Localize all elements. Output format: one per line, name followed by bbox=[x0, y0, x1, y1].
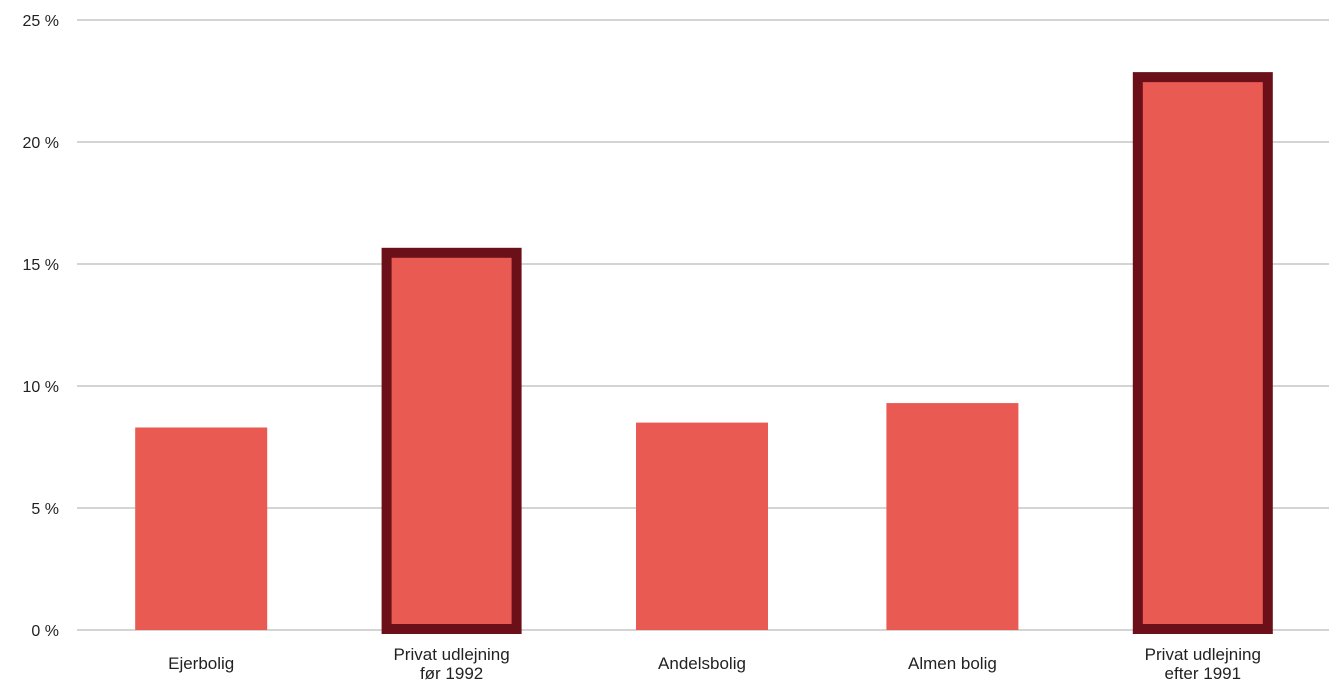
x-category-label: Almen bolig bbox=[908, 654, 997, 673]
x-category-label: Privat udlejning efter 1991 bbox=[1145, 645, 1261, 683]
bar bbox=[135, 427, 268, 630]
bars bbox=[135, 72, 1273, 635]
y-tick-label: 15 % bbox=[23, 257, 59, 274]
bar bbox=[636, 422, 768, 630]
x-category-label: Privat udlejning før 1992 bbox=[393, 645, 509, 683]
bar bbox=[886, 403, 1019, 630]
y-tick-label: 0 % bbox=[31, 623, 59, 640]
x-category-label-line: efter 1991 bbox=[1165, 664, 1242, 683]
x-category-label: Ejerbolig bbox=[168, 654, 234, 673]
x-category-label-line: før 1992 bbox=[420, 664, 483, 683]
bar bbox=[1142, 82, 1263, 625]
y-axis-ticks: 0 % 5 % 10 % 15 % 20 % 25 % bbox=[23, 13, 59, 640]
x-category-label-line: Privat udlejning bbox=[393, 645, 509, 664]
y-tick-label: 20 % bbox=[23, 135, 59, 152]
grid-lines bbox=[77, 19, 1329, 631]
x-category-label-line: Privat udlejning bbox=[1145, 645, 1261, 664]
y-tick-label: 25 % bbox=[23, 13, 59, 30]
y-tick-label: 10 % bbox=[23, 379, 59, 396]
y-tick-label: 5 % bbox=[31, 501, 59, 518]
x-axis-labels: Ejerbolig Privat udlejning før 1992Andelsb… bbox=[168, 645, 1261, 683]
x-category-label: Andelsbolig bbox=[658, 654, 746, 673]
bar bbox=[391, 257, 512, 624]
